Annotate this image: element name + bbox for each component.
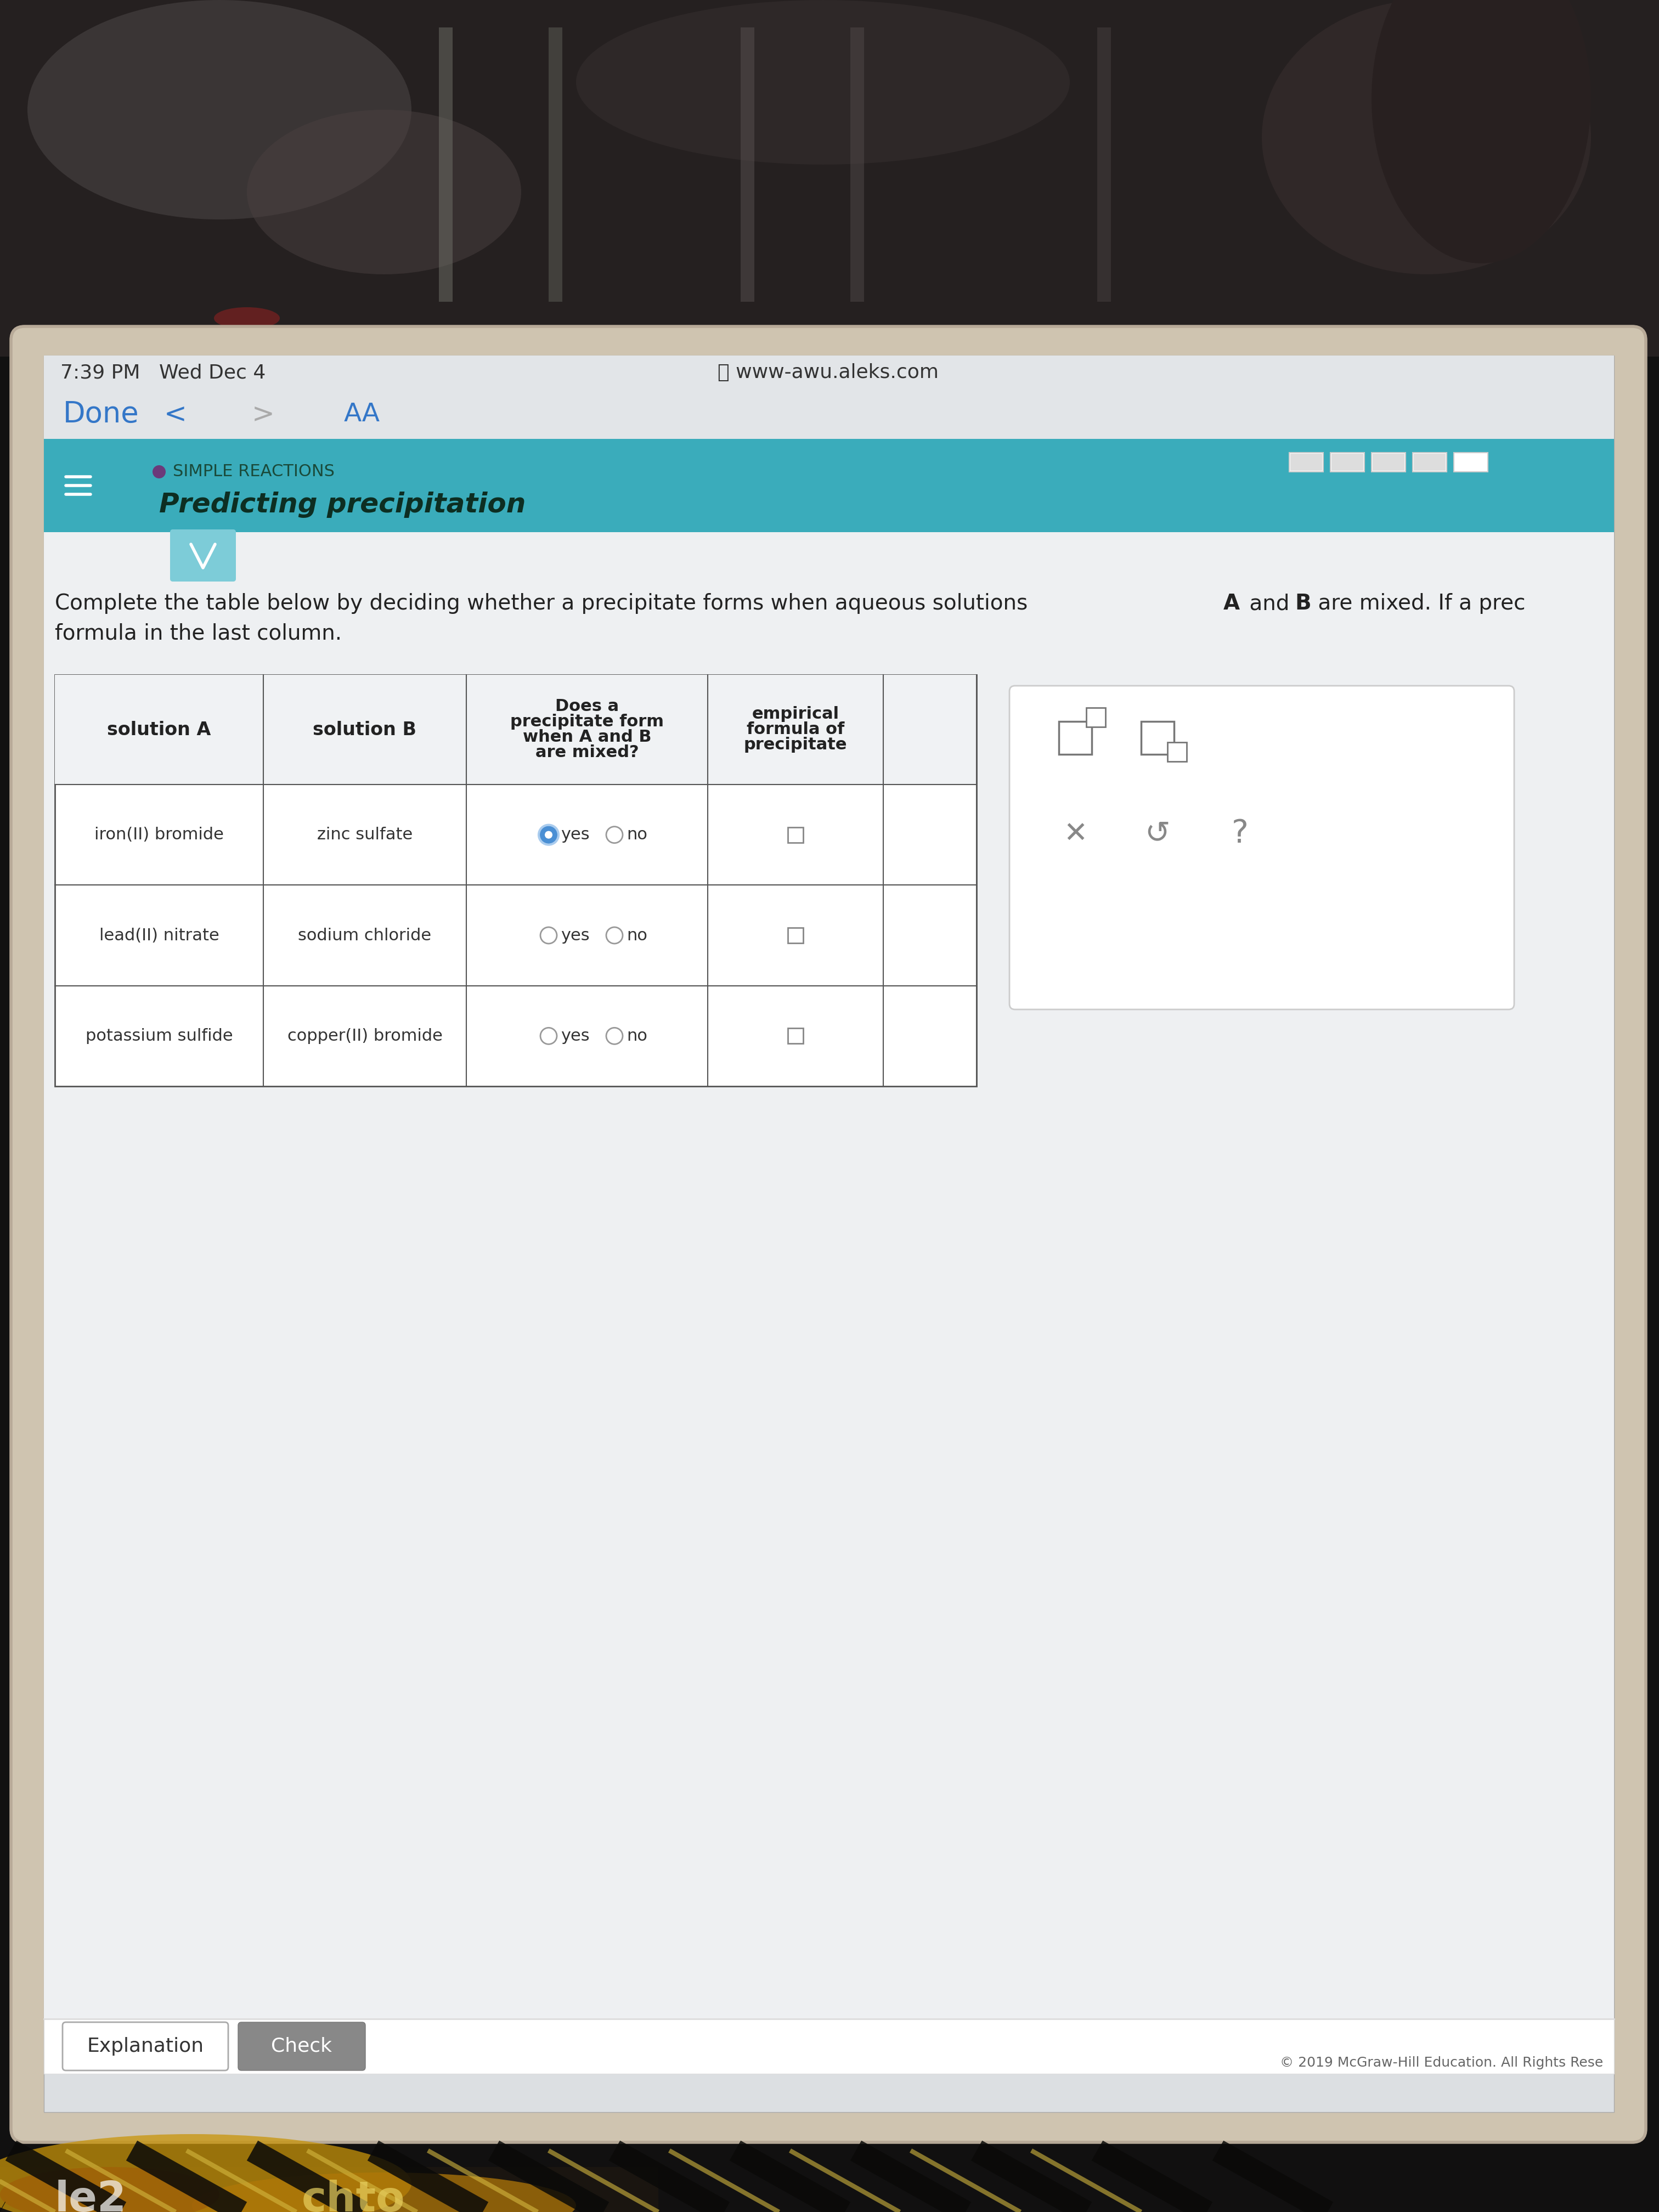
Bar: [1413, 453, 1445, 471]
Text: are mixed. If a prec: are mixed. If a prec: [1311, 593, 1525, 615]
Bar: [43, 356, 1614, 2112]
Text: precipitate: precipitate: [743, 737, 848, 752]
FancyBboxPatch shape: [1009, 686, 1515, 1009]
Bar: [1413, 453, 1447, 471]
Bar: [1289, 453, 1324, 471]
Text: 🔒 www-awu.aleks.com: 🔒 www-awu.aleks.com: [718, 363, 939, 383]
Text: precipitate form: precipitate form: [511, 714, 664, 730]
Bar: [1087, 708, 1105, 728]
Bar: [1141, 721, 1175, 754]
Bar: [43, 2020, 1614, 2075]
Text: © 2019 McGraw-Hill Education. All Rights Rese: © 2019 McGraw-Hill Education. All Rights…: [1279, 2057, 1603, 2070]
Bar: [0, 2139, 1659, 2212]
Bar: [43, 533, 1614, 2075]
Text: Done: Done: [63, 400, 139, 429]
Circle shape: [541, 827, 557, 843]
Circle shape: [606, 1029, 622, 1044]
Text: iron(II) bromide: iron(II) bromide: [95, 827, 224, 843]
Circle shape: [541, 1029, 557, 1044]
FancyBboxPatch shape: [171, 529, 236, 582]
Bar: [1372, 453, 1405, 471]
Bar: [1168, 743, 1186, 761]
Text: B: B: [1294, 593, 1311, 615]
Bar: [851, 27, 864, 301]
Text: no: no: [627, 1029, 647, 1044]
Text: sodium chloride: sodium chloride: [299, 927, 431, 942]
Text: 7:39 PM   Wed Dec 4: 7:39 PM Wed Dec 4: [60, 363, 265, 383]
Text: formula in the last column.: formula in the last column.: [55, 624, 342, 644]
Bar: [440, 27, 453, 301]
Text: yes: yes: [561, 827, 589, 843]
Ellipse shape: [28, 0, 411, 219]
Bar: [1372, 453, 1405, 471]
Text: le2: le2: [55, 2179, 126, 2212]
Bar: [1058, 721, 1092, 754]
Circle shape: [153, 465, 166, 478]
Text: Complete the table below by deciding whether a precipitate forms when aqueous so: Complete the table below by deciding whe…: [55, 593, 1035, 615]
Text: are mixed?: are mixed?: [536, 745, 639, 761]
Ellipse shape: [576, 0, 1070, 164]
Bar: [55, 675, 977, 1086]
Bar: [43, 356, 1614, 389]
Bar: [0, 0, 1659, 356]
Text: Check: Check: [272, 2037, 332, 2055]
Bar: [788, 827, 803, 843]
Text: ↺: ↺: [1145, 818, 1170, 849]
Text: SIMPLE REACTIONS: SIMPLE REACTIONS: [173, 465, 335, 480]
Text: copper(II) bromide: copper(II) bromide: [287, 1029, 443, 1044]
Text: >: >: [252, 400, 275, 427]
Text: yes: yes: [561, 927, 589, 942]
Text: Predicting precipitation: Predicting precipitation: [159, 491, 526, 518]
Bar: [788, 1029, 803, 1044]
Ellipse shape: [214, 307, 280, 330]
Circle shape: [606, 927, 622, 945]
Text: no: no: [627, 927, 647, 942]
FancyBboxPatch shape: [239, 2022, 365, 2070]
Text: empirical: empirical: [752, 706, 839, 723]
Bar: [1332, 453, 1364, 471]
Bar: [43, 438, 1614, 533]
Text: A: A: [1223, 593, 1239, 615]
Ellipse shape: [0, 2168, 219, 2212]
Text: when A and B: when A and B: [523, 730, 652, 745]
Text: ?: ?: [1231, 818, 1248, 849]
Text: AA: AA: [343, 403, 380, 427]
Text: lead(II) nitrate: lead(II) nitrate: [100, 927, 219, 942]
Text: formula of: formula of: [747, 721, 844, 737]
Text: solution A: solution A: [108, 721, 211, 739]
Text: potassium sulfide: potassium sulfide: [85, 1029, 232, 1044]
Text: no: no: [627, 827, 647, 843]
Text: Explanation: Explanation: [86, 2037, 204, 2055]
Text: and: and: [1243, 593, 1296, 615]
Bar: [549, 27, 562, 301]
Ellipse shape: [1372, 0, 1591, 263]
Circle shape: [606, 827, 622, 843]
Bar: [1331, 453, 1364, 471]
Bar: [0, 2168, 659, 2212]
Ellipse shape: [192, 2172, 576, 2212]
Bar: [43, 389, 1614, 438]
Bar: [1453, 453, 1488, 471]
Bar: [1291, 453, 1322, 471]
Bar: [0, 0, 1659, 356]
Circle shape: [541, 927, 557, 945]
Text: yes: yes: [561, 1029, 589, 1044]
FancyBboxPatch shape: [12, 327, 1646, 2143]
Text: zinc sulfate: zinc sulfate: [317, 827, 413, 843]
Bar: [55, 675, 977, 785]
FancyBboxPatch shape: [63, 2022, 229, 2070]
Ellipse shape: [1262, 0, 1591, 274]
Text: <: <: [164, 400, 187, 427]
Bar: [788, 927, 803, 942]
Ellipse shape: [247, 111, 521, 274]
Circle shape: [544, 832, 552, 838]
Ellipse shape: [0, 2135, 411, 2212]
Text: ✕: ✕: [1063, 821, 1087, 847]
Text: chto: chto: [302, 2179, 405, 2212]
Bar: [1097, 27, 1112, 301]
Text: Does a: Does a: [556, 699, 619, 714]
Bar: [740, 27, 755, 301]
Text: solution B: solution B: [314, 721, 416, 739]
